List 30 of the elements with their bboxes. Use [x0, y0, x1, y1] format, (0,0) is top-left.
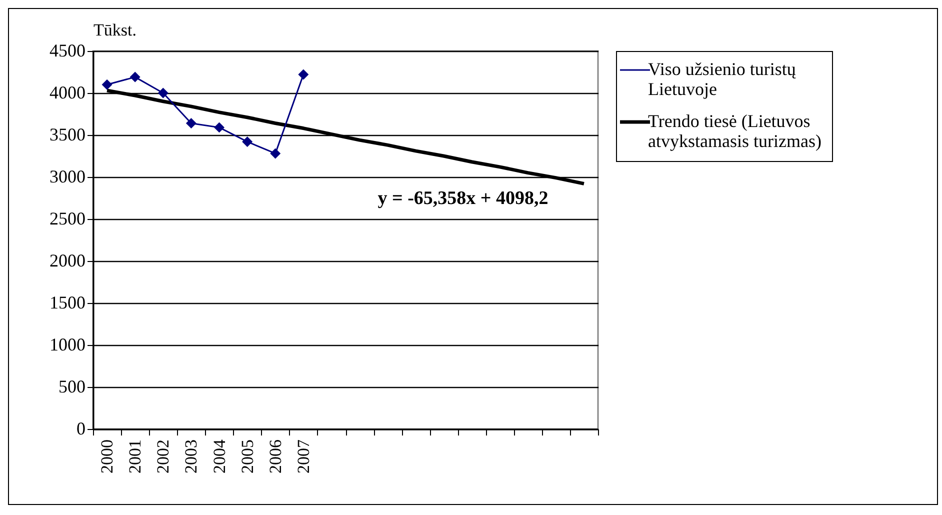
point [102, 79, 112, 90]
y-tick-label: 0 [76, 418, 86, 438]
legend-label: Viso užsienio turistų Lietuvoje [648, 59, 797, 99]
y-tick-label: 1500 [50, 292, 86, 312]
y-tick-label: 3500 [50, 124, 86, 144]
y-tick-label: 4000 [50, 82, 86, 102]
x-tick-label: 2000 [98, 440, 117, 474]
point [242, 136, 253, 147]
x-tick-label: 2005 [238, 440, 257, 474]
y-tick-label: 3000 [50, 166, 86, 186]
y-tick-label: 500 [58, 376, 86, 396]
point [130, 72, 140, 82]
x-tick-label: 2006 [266, 440, 285, 474]
y-tick-label: 2500 [50, 208, 86, 228]
point [186, 118, 196, 128]
point [214, 122, 224, 133]
y-tick-label: 4500 [50, 40, 86, 60]
x-tick-label: 2004 [210, 439, 229, 474]
point [270, 148, 281, 159]
annotation: y = -65,358x + 4098,2 [378, 188, 548, 209]
x-tick-label: 2003 [182, 440, 201, 474]
x-tick-label: 2002 [154, 440, 173, 474]
x-tick-label: 2007 [294, 439, 313, 474]
y-tick-label: 2000 [50, 250, 86, 270]
legend-label: Trendo tiesė (Lietuvos atvykstamasis turizmas) [648, 111, 822, 151]
x-tick-label: 2001 [126, 440, 145, 474]
y-axis-title: Tūkst. [94, 20, 136, 40]
point [298, 69, 309, 80]
point [158, 88, 168, 98]
y-tick-label: 1000 [50, 334, 86, 354]
